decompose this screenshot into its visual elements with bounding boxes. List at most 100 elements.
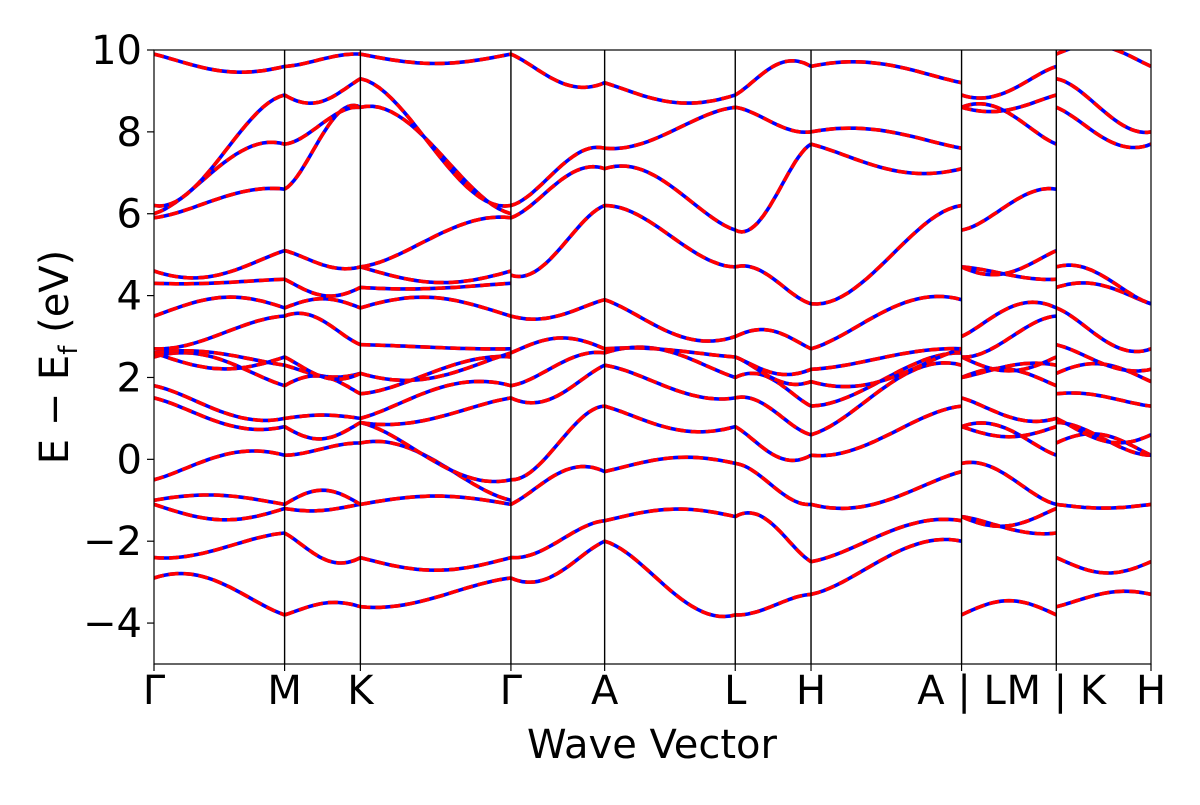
band-line <box>360 215 512 269</box>
band-line <box>154 531 285 560</box>
band-line-overlay <box>510 518 605 560</box>
band-line <box>510 350 605 388</box>
band-line <box>284 600 361 617</box>
band-line <box>960 300 1058 339</box>
high-symmetry-lines <box>283 50 1057 664</box>
bands-layer <box>154 50 1151 619</box>
band-line <box>734 58 812 97</box>
band-line-overlay <box>510 203 606 279</box>
band-line <box>734 461 812 507</box>
band-line <box>154 314 285 351</box>
band-line-overlay <box>961 64 1057 100</box>
band-line <box>283 103 362 191</box>
band-line <box>1055 589 1151 609</box>
x-tick-label: A | L <box>917 668 1006 714</box>
band-line <box>283 420 362 441</box>
band-line <box>603 298 736 343</box>
band-line-overlay <box>604 105 736 151</box>
x-tick-label: A <box>591 668 619 714</box>
band-line <box>960 355 1058 373</box>
band-line-overlay <box>734 264 812 306</box>
band-line <box>154 350 286 388</box>
band-line <box>360 342 511 351</box>
band-line <box>810 126 962 150</box>
band-line <box>810 203 962 306</box>
band-line <box>960 506 1058 529</box>
band-line-overlay <box>734 395 812 437</box>
band-line <box>154 571 286 617</box>
band-line <box>810 517 962 564</box>
band-line <box>961 460 1057 507</box>
y-axis-title: E − Ef (eV) <box>32 250 84 465</box>
x-tick-label: H <box>796 668 826 714</box>
band-line <box>359 265 512 285</box>
band-line <box>810 404 962 458</box>
band-line <box>360 354 512 396</box>
band-line <box>735 592 812 617</box>
band-line <box>360 281 512 291</box>
band-line <box>1055 281 1151 306</box>
band-line <box>810 294 963 351</box>
y-tick-label: −4 <box>83 601 142 647</box>
band-line <box>284 248 361 271</box>
x-axis-title: Wave Vector <box>527 722 778 768</box>
band-line <box>1055 416 1151 445</box>
band-line <box>359 379 512 421</box>
band-line-overlay <box>810 360 963 437</box>
band-line <box>961 424 1057 439</box>
band-line <box>604 203 736 269</box>
band-line <box>510 404 605 482</box>
band-line-overlay <box>154 571 286 617</box>
band-line-overlay <box>1055 50 1151 69</box>
x-tick-label: H <box>1136 668 1166 714</box>
band-line <box>360 576 512 610</box>
band-line <box>284 441 361 457</box>
band-line <box>810 537 962 597</box>
band-line <box>604 539 736 619</box>
band-line <box>510 164 606 220</box>
band-line <box>510 145 605 208</box>
band-line <box>1055 306 1151 354</box>
band-line <box>154 493 285 507</box>
band-line <box>1055 263 1151 306</box>
band-line <box>510 464 606 506</box>
band-line <box>604 363 736 401</box>
band-line <box>604 80 736 105</box>
band-line-overlay <box>603 298 736 343</box>
band-line <box>154 52 286 75</box>
band-line-overlay <box>1055 76 1151 135</box>
band-line-overlay <box>810 203 962 306</box>
band-line <box>810 346 962 372</box>
band-line <box>810 360 963 437</box>
x-tick-label: M <box>267 668 302 714</box>
band-line <box>960 248 1058 277</box>
band-line <box>510 203 606 279</box>
x-tick-label: Γ <box>500 668 523 714</box>
band-line <box>604 455 736 474</box>
band-line <box>360 494 512 507</box>
band-line <box>961 396 1057 424</box>
band-line <box>359 420 512 484</box>
band-line <box>284 502 361 513</box>
band-line <box>961 186 1057 232</box>
band-line <box>1056 391 1151 408</box>
band-line <box>1055 342 1151 373</box>
band-line-overlay <box>360 576 512 610</box>
band-line-overlay <box>810 469 963 511</box>
y-axis-ticks: −4 −2 0 2 4 6 8 10 <box>83 28 154 647</box>
band-line <box>154 449 286 482</box>
band-line <box>810 142 963 176</box>
band-line <box>283 488 362 506</box>
band-line <box>961 93 1057 114</box>
band-line <box>154 502 286 522</box>
y-tick-label: 0 <box>117 437 142 483</box>
band-line <box>284 413 361 421</box>
band-line <box>360 439 512 503</box>
band-line <box>283 311 362 347</box>
band-line <box>510 297 606 322</box>
band-line-overlay <box>359 379 512 421</box>
band-line <box>359 555 512 573</box>
band-line <box>360 396 512 427</box>
band-line <box>359 295 512 318</box>
